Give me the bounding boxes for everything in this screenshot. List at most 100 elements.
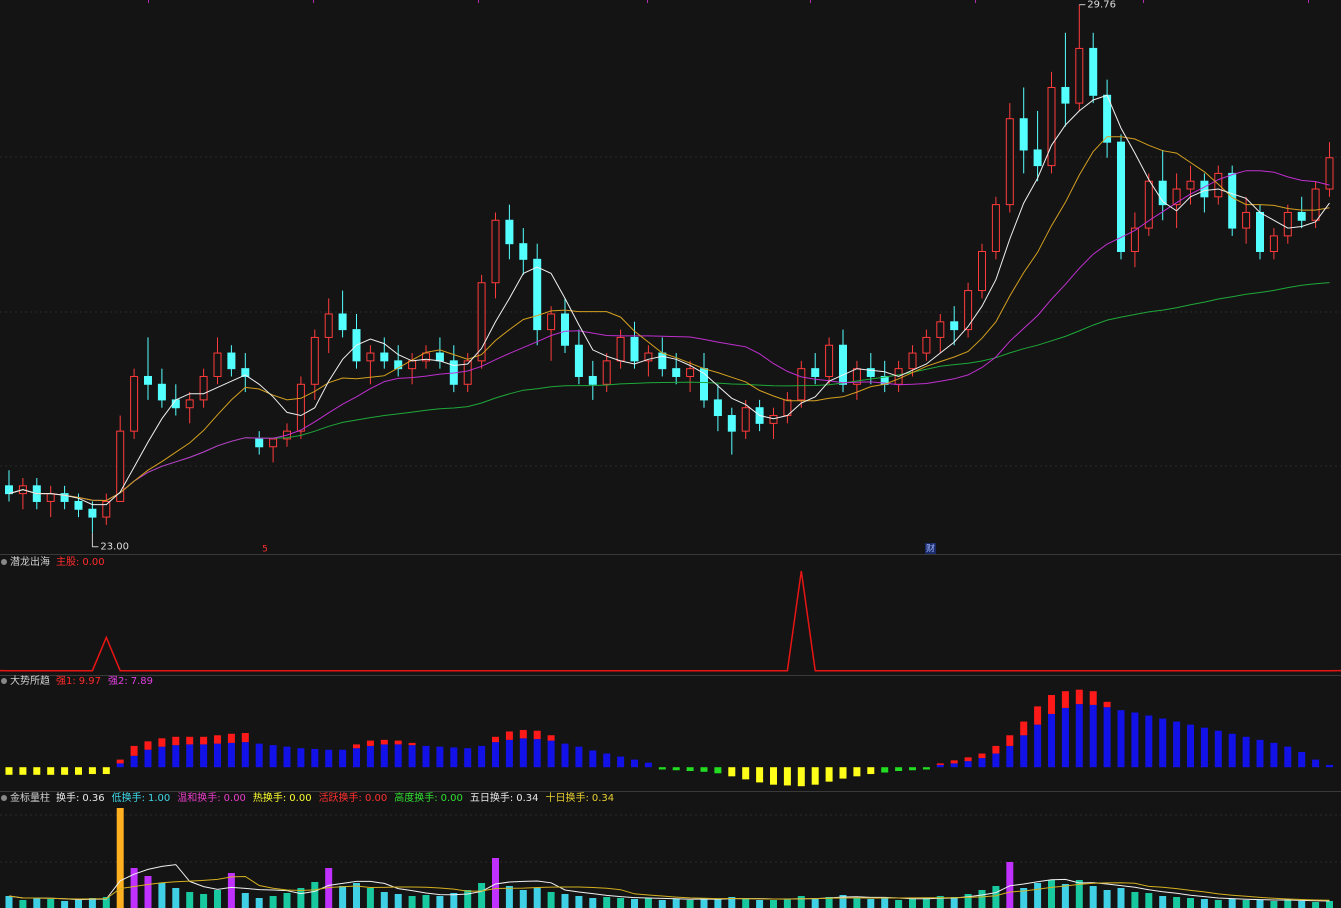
volume-bar <box>241 893 249 908</box>
legend-value: 0.00 <box>365 793 387 804</box>
candle-body <box>950 321 959 331</box>
strength-bar-top <box>116 759 124 764</box>
candle-body <box>713 399 722 417</box>
strength-bar <box>1187 724 1194 768</box>
volume-bar <box>895 900 903 908</box>
candle-body <box>519 243 528 260</box>
strength-bar-top <box>186 736 194 745</box>
volume-bar <box>478 883 486 908</box>
strength-bar <box>325 749 333 768</box>
volume-bar <box>1242 900 1250 908</box>
strength-bar <box>1006 745 1014 768</box>
strength-bar <box>1145 715 1153 768</box>
candle-body <box>588 375 597 385</box>
strength-bar <box>547 740 555 768</box>
candle-body <box>394 360 403 370</box>
volume-bar <box>867 899 875 908</box>
strength-bar <box>1214 730 1222 768</box>
strength-bar <box>561 743 569 768</box>
strength-bar <box>1242 736 1250 768</box>
candle-body <box>1172 188 1181 206</box>
legend-label: 温和换手: <box>177 791 220 804</box>
candle-body <box>1311 188 1320 221</box>
volume-bar <box>1061 884 1069 908</box>
strength-bar <box>603 753 611 768</box>
volume-bar <box>61 901 69 908</box>
strength-bar <box>644 762 652 768</box>
candle-body <box>380 352 389 362</box>
legend-value: 0.36 <box>82 793 104 804</box>
marker: 5 <box>262 545 268 555</box>
strength-bar-top <box>227 733 235 743</box>
volume-bar <box>631 899 638 908</box>
strength-bar-top <box>1075 689 1083 705</box>
legend-value: 0.00 <box>224 793 246 804</box>
strength-bar <box>394 744 402 768</box>
strength-bar-top <box>533 730 541 740</box>
volume-bar <box>1214 900 1222 908</box>
weak-bar <box>728 767 736 777</box>
candle-body <box>199 375 208 401</box>
volume-bar <box>756 900 764 908</box>
volume-bar <box>964 894 972 908</box>
candle-body <box>1283 211 1292 237</box>
candle-body <box>130 375 139 432</box>
candle-body <box>88 508 97 518</box>
candle-body <box>533 258 542 331</box>
volume-bar <box>1159 896 1167 908</box>
volume-bar <box>408 896 416 908</box>
volume-bar <box>102 897 110 908</box>
volume-bar <box>269 896 277 908</box>
weak-bar <box>19 767 27 775</box>
volume-bar <box>853 898 861 908</box>
strength-bar-top <box>158 738 166 747</box>
volume-bar <box>519 890 527 908</box>
volume-bar <box>909 899 916 908</box>
candle-body <box>1297 211 1306 221</box>
weak-bar <box>672 767 680 771</box>
strength-bar-top <box>964 757 972 762</box>
legend-label: 强2: <box>108 675 128 687</box>
strength-bar <box>1131 712 1139 768</box>
weak-bar <box>811 767 819 785</box>
volume-bar <box>505 886 513 908</box>
strength-bar <box>116 763 124 768</box>
candle-body <box>1130 227 1139 253</box>
candle-body <box>1033 149 1042 167</box>
volume-bar <box>422 895 430 908</box>
volume-bar <box>200 894 208 908</box>
strength-bar-top <box>200 736 208 745</box>
legend-label: 高度换手: <box>394 791 437 804</box>
candle-body <box>1325 157 1334 190</box>
strength-bar <box>353 748 360 768</box>
candle-body <box>561 313 569 346</box>
candle-body <box>658 352 667 370</box>
legend-label: 强1: <box>56 675 76 687</box>
strength-bar <box>227 742 235 768</box>
strength-bar <box>1159 718 1167 768</box>
volume-bar <box>533 888 541 908</box>
strength-bar-top <box>408 742 416 746</box>
strength-bar-top <box>380 739 388 745</box>
candle-body <box>116 430 125 502</box>
strength-bar <box>1326 764 1333 768</box>
volume-bar <box>19 900 27 908</box>
candle-body <box>1158 180 1167 206</box>
weak-bar <box>102 767 110 775</box>
volume-bar <box>158 883 166 908</box>
strength-bar-top <box>978 753 986 759</box>
volume-bar <box>436 896 444 908</box>
volume-bar <box>394 894 402 908</box>
strength-bar <box>436 746 444 768</box>
volume-bar <box>450 893 458 908</box>
candle-body <box>1186 180 1195 190</box>
strength-bar <box>936 764 944 768</box>
volume-bar <box>1117 888 1125 908</box>
strength-bar-top <box>394 740 402 745</box>
volume-bar <box>950 897 958 908</box>
candle-body <box>936 321 945 338</box>
candles <box>5 4 1334 533</box>
weak-bar <box>700 767 708 772</box>
candle-body <box>5 485 13 495</box>
strength-bar <box>1200 727 1208 768</box>
